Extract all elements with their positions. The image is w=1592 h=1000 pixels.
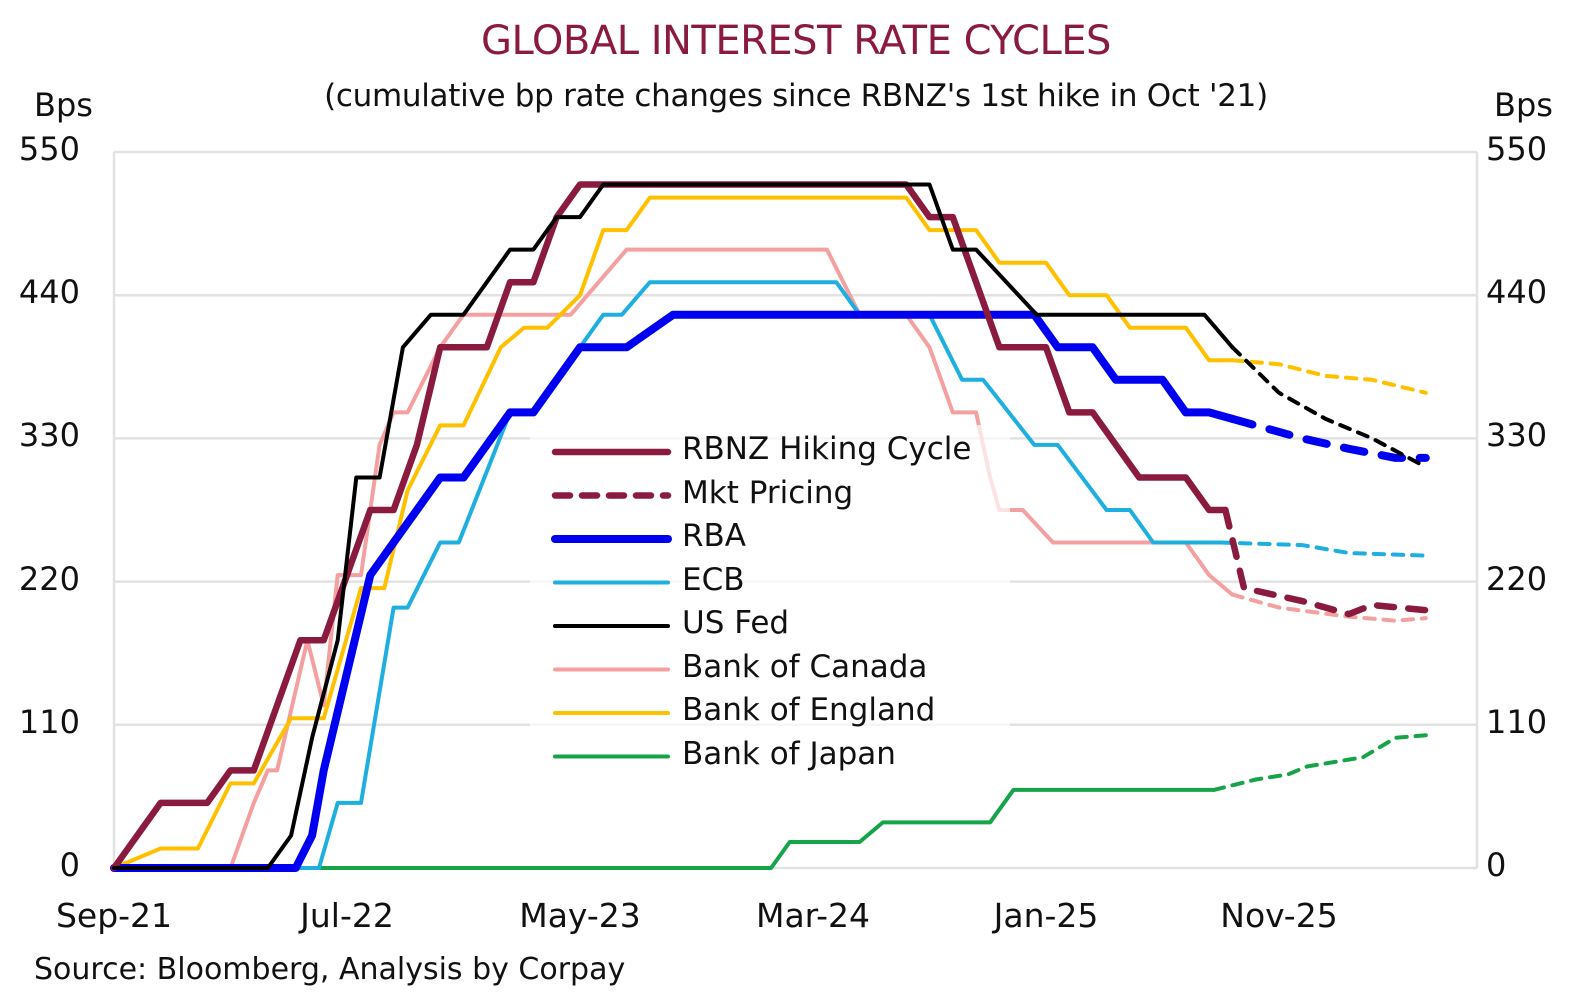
series-lines (110, 181, 1430, 872)
legend-label-bank-of-canada: Bank of Canada (682, 648, 928, 685)
series-bank-of-japan (112, 787, 1216, 870)
y-tick-right-440: 440 (1486, 273, 1548, 312)
y-tick-right-550: 550 (1486, 130, 1548, 168)
legend-label-mkt-pricing: Mkt Pricing (682, 474, 854, 511)
y-axis-label-right: Bps (1494, 86, 1553, 124)
series-rba-mkt-pricing (1228, 414, 1430, 462)
series-us-fed-mkt-pricing (1230, 345, 1428, 469)
gridlines (112, 150, 1479, 870)
legend-label-bank-of-japan: Bank of Japan (682, 735, 896, 772)
series-us-fed (112, 182, 1235, 870)
x-tick-Jan-25: Jan-25 (993, 896, 1099, 935)
x-tick-Nov-25: Nov-25 (1220, 896, 1338, 935)
legend-background (530, 425, 1010, 783)
series-ecb (112, 280, 1223, 870)
legend-label-rbnz-hiking-cycle: RBNZ Hiking Cycle (682, 431, 972, 467)
legend-swatches (551, 448, 672, 759)
series-bank-of-england-mkt-pricing (1230, 358, 1428, 395)
y-tick-left-220: 220 (18, 559, 80, 598)
legend-label-bank-of-england: Bank of England (682, 692, 936, 728)
chart-title: GLOBAL INTEREST RATE CYCLES (481, 18, 1111, 64)
y-tick-right-110: 110 (1486, 702, 1548, 741)
y-tick-left-0: 0 (59, 846, 80, 884)
series-bank-of-england (112, 195, 1235, 870)
y-tick-left-550: 550 (18, 130, 80, 168)
y-tick-left-440: 440 (18, 273, 80, 312)
y-tick-left-330: 330 (18, 416, 80, 455)
y-tick-right-0: 0 (1486, 846, 1507, 884)
series-mkt-pricing (1222, 506, 1430, 618)
y-tick-right-220: 220 (1486, 559, 1548, 598)
chart-subtitle: (cumulative bp rate changes since RBNZ's… (324, 78, 1268, 114)
series-bank-of-japan-mkt-pricing (1211, 733, 1428, 792)
legend-label-us-fed: US Fed (682, 605, 790, 641)
legend-label-ecb: ECB (682, 561, 745, 598)
y-tick-left-110: 110 (18, 702, 80, 741)
x-tick-Sep-21: Sep-21 (55, 896, 173, 935)
y-axis-label-left: Bps (34, 86, 93, 124)
y-tick-right-330: 330 (1486, 416, 1548, 455)
legend-label-rba: RBA (682, 518, 747, 554)
series-ecb-mkt-pricing (1218, 540, 1428, 558)
source-note: Source: Bloomberg, Analysis by Corpay (34, 952, 626, 987)
series-rba (110, 310, 1237, 872)
x-tick-Mar-24: Mar-24 (755, 896, 871, 935)
x-tick-May-23: May-23 (519, 896, 641, 935)
series-rbnz-hiking-cycle (110, 181, 1229, 872)
x-tick-Jul-22: Jul-22 (300, 896, 394, 935)
